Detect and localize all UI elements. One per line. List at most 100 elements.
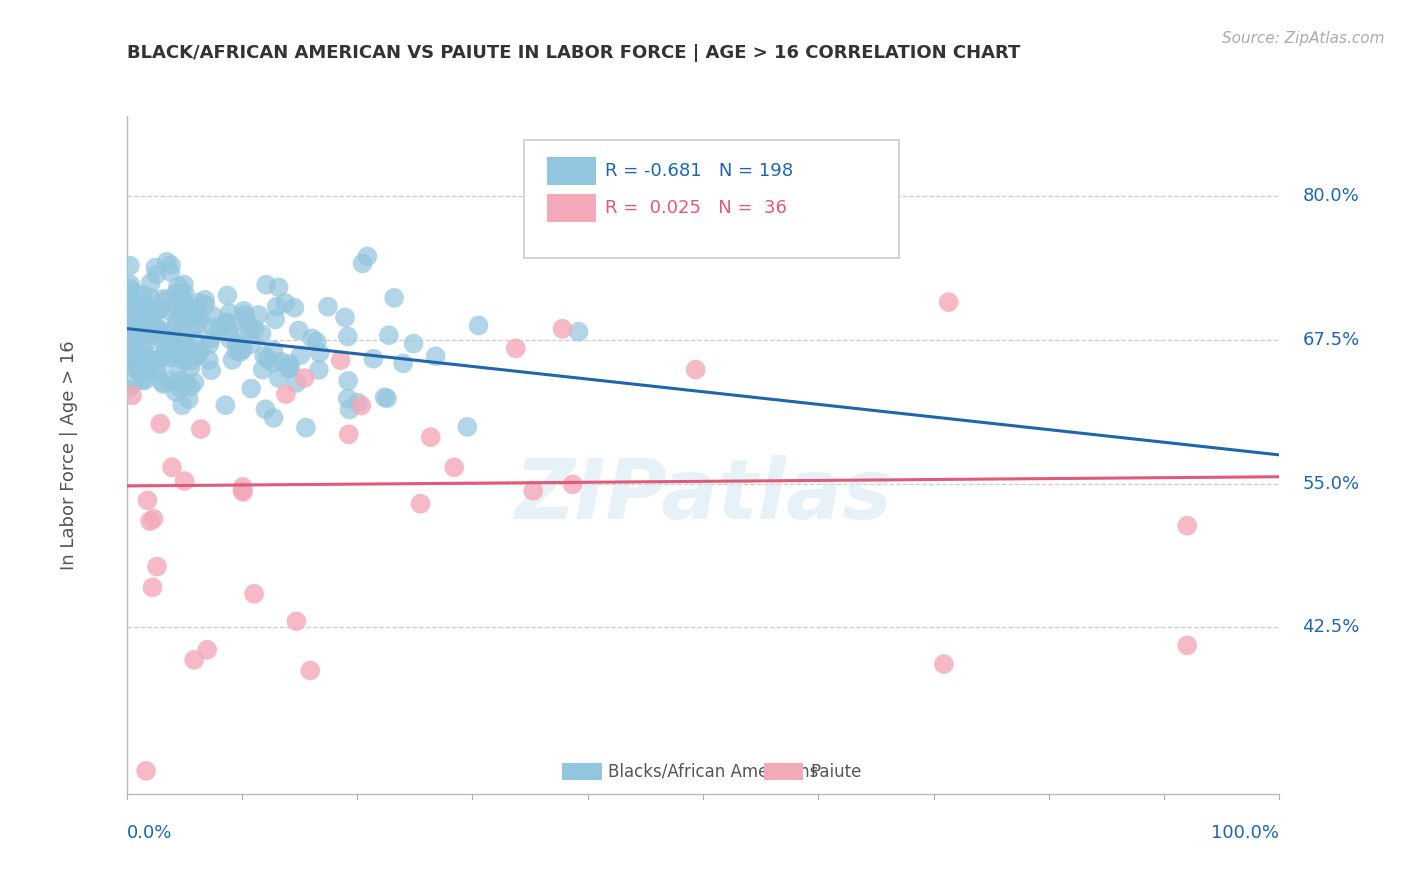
Point	[159, 374, 181, 388]
Point	[156, 334, 179, 349]
Point	[188, 310, 211, 325]
Point	[166, 300, 188, 314]
Point	[336, 392, 359, 406]
Point	[124, 361, 146, 376]
Point	[285, 376, 308, 390]
Point	[172, 332, 194, 346]
Point	[172, 295, 194, 310]
Point	[165, 384, 187, 399]
Point	[128, 300, 150, 314]
Point	[183, 319, 205, 334]
Point	[176, 302, 198, 317]
Point	[139, 291, 162, 305]
Point	[166, 318, 188, 333]
Point	[145, 268, 167, 282]
Point	[285, 615, 308, 629]
Point	[184, 334, 207, 348]
Point	[266, 300, 288, 314]
Point	[337, 427, 360, 442]
Point	[243, 322, 266, 336]
Point	[159, 265, 181, 279]
Point	[217, 288, 239, 302]
Point	[551, 322, 574, 336]
Point	[132, 325, 155, 339]
Text: 67.5%: 67.5%	[1302, 331, 1360, 349]
Point	[173, 353, 195, 368]
Point	[129, 327, 152, 342]
Point	[184, 301, 207, 315]
Point	[932, 657, 955, 672]
Point	[252, 362, 274, 376]
Point	[169, 381, 191, 395]
Point	[177, 303, 200, 318]
Point	[402, 336, 425, 351]
Point	[1175, 518, 1198, 533]
Point	[122, 285, 145, 299]
Point	[256, 351, 278, 366]
Point	[174, 335, 197, 350]
Point	[120, 343, 142, 357]
Point	[235, 313, 257, 327]
Point	[142, 581, 165, 595]
Point	[229, 345, 252, 359]
FancyBboxPatch shape	[763, 763, 803, 780]
Point	[283, 301, 305, 315]
Point	[263, 343, 285, 358]
Point	[247, 308, 270, 322]
Point	[240, 382, 263, 396]
Point	[239, 321, 262, 335]
Point	[522, 483, 544, 498]
Point	[169, 374, 191, 388]
Point	[215, 318, 238, 332]
Point	[202, 309, 225, 323]
Point	[128, 322, 150, 336]
Point	[685, 362, 707, 376]
Point	[118, 259, 141, 273]
Point	[295, 420, 318, 434]
Point	[156, 293, 179, 307]
Point	[122, 320, 145, 334]
Point	[152, 292, 174, 306]
Point	[443, 460, 465, 475]
Point	[254, 277, 277, 292]
Point	[121, 302, 143, 317]
Point	[170, 288, 193, 302]
Point	[149, 324, 172, 338]
Point	[243, 587, 266, 601]
Point	[166, 340, 188, 354]
Point	[139, 310, 162, 324]
Point	[145, 352, 167, 367]
Point	[221, 352, 243, 367]
Point	[172, 398, 194, 412]
Point	[121, 343, 143, 357]
Point	[1175, 639, 1198, 653]
Text: 42.5%: 42.5%	[1302, 618, 1360, 636]
Point	[264, 312, 287, 326]
Point	[225, 336, 247, 351]
Point	[135, 361, 157, 376]
Point	[382, 291, 405, 305]
Text: 0.0%: 0.0%	[127, 824, 172, 842]
Point	[294, 371, 316, 385]
Point	[129, 329, 152, 343]
Point	[149, 417, 172, 431]
FancyBboxPatch shape	[562, 763, 602, 780]
Point	[121, 388, 143, 402]
Point	[156, 254, 179, 268]
Point	[195, 642, 218, 657]
Point	[139, 514, 162, 528]
Point	[132, 343, 155, 357]
Point	[165, 343, 187, 357]
Point	[145, 304, 167, 318]
Point	[146, 362, 169, 376]
Point	[125, 361, 148, 376]
Point	[180, 354, 202, 368]
Point	[128, 348, 150, 362]
Point	[157, 304, 180, 318]
Point	[250, 326, 273, 341]
Point	[208, 321, 231, 335]
Point	[180, 360, 202, 375]
Point	[166, 314, 188, 328]
Point	[121, 320, 143, 334]
Point	[232, 484, 254, 499]
